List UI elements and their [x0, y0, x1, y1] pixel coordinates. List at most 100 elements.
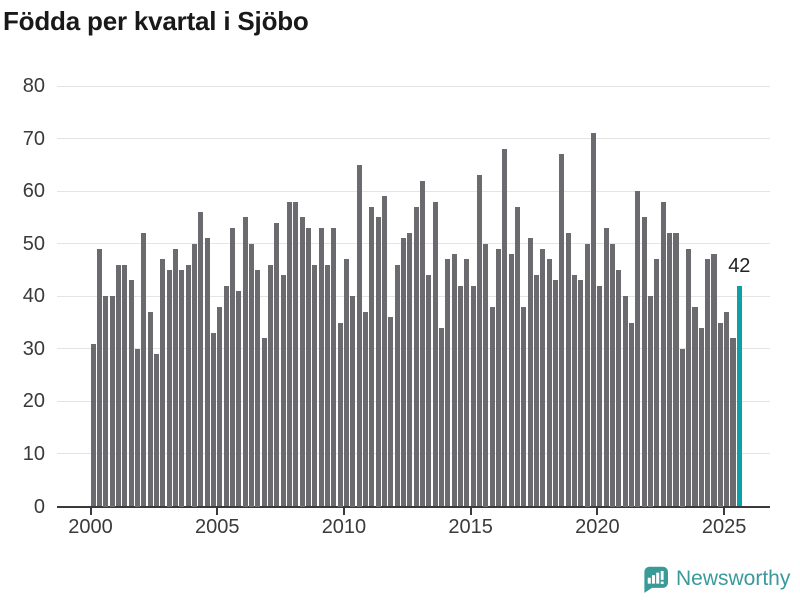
bar: [432, 201, 438, 507]
y-tick-label: 30: [22, 337, 45, 360]
bar: [660, 201, 666, 507]
bar: [502, 149, 508, 507]
bar: [160, 259, 166, 507]
bar: [210, 333, 216, 507]
bar: [388, 317, 394, 507]
bar: [717, 322, 723, 507]
bar: [128, 280, 134, 507]
bar: [191, 243, 197, 507]
bar: [534, 275, 540, 507]
bar: [673, 233, 679, 507]
y-tick-label: 70: [22, 127, 45, 150]
bar: [331, 227, 337, 507]
bar: [166, 269, 172, 507]
highlighted-bar: [736, 285, 742, 507]
bar: [198, 212, 204, 507]
bar: [337, 322, 343, 507]
x-tick-label: 2000: [68, 516, 113, 538]
newsworthy-logo-icon: [644, 566, 668, 593]
bar: [413, 206, 419, 507]
y-tick-label: 0: [33, 495, 45, 518]
bar: [686, 248, 692, 507]
highlight-value-label: 42: [728, 254, 751, 277]
bar: [299, 217, 305, 507]
bar: [635, 191, 641, 507]
bar: [134, 348, 140, 507]
gridline: [57, 295, 770, 297]
bar: [223, 285, 229, 507]
bar: [400, 238, 407, 507]
x-tick-label: 2010: [321, 516, 367, 538]
bar: [267, 264, 273, 507]
bar: [711, 254, 717, 507]
bar: [457, 285, 464, 507]
bar: [654, 259, 660, 507]
bar: [185, 264, 191, 507]
y-tick-label: 40: [22, 285, 45, 308]
bar: [305, 227, 312, 507]
bar: [527, 238, 533, 507]
bar: [616, 269, 622, 507]
y-tick-label: 80: [22, 75, 45, 97]
bar: [515, 206, 521, 507]
bar: [419, 180, 426, 507]
x-tick-label: 2020: [575, 516, 620, 538]
bar: [489, 306, 495, 507]
gridline: [57, 85, 770, 87]
x-axis-tick: [89, 508, 92, 515]
bar: [559, 154, 565, 507]
bar-chart-plot: 2000 2005 2010 2015 2020 2025: [57, 85, 770, 538]
bar: [109, 296, 115, 507]
gridline: [57, 138, 770, 140]
x-axis-tick: [469, 508, 472, 515]
bar: [508, 254, 514, 507]
chart-title: Födda per kvartal i Sjöbo: [3, 6, 309, 36]
x-axis-tick: [723, 508, 726, 515]
bar: [248, 243, 254, 507]
brand-footer: Newsworthy: [641, 565, 790, 593]
bar: [369, 206, 375, 507]
gridline: [57, 453, 770, 455]
bar: [381, 196, 388, 507]
bar: [724, 312, 730, 507]
y-axis: 0 10 20 30 40 50 60 70 80: [0, 75, 45, 518]
bar: [362, 312, 369, 507]
bar: [172, 248, 178, 507]
bar: [293, 201, 299, 507]
bar: [147, 312, 153, 507]
bar: [483, 243, 489, 507]
bar: [350, 296, 356, 507]
bar: [394, 264, 400, 507]
bar: [705, 259, 711, 507]
bar: [445, 259, 451, 507]
bar: [286, 201, 292, 507]
bar: [261, 338, 267, 507]
y-tick-label: 10: [22, 442, 45, 465]
bar: [622, 296, 628, 507]
bar: [255, 269, 261, 507]
bar: [274, 222, 280, 507]
bar: [597, 285, 603, 507]
x-tick-label: 2015: [448, 516, 493, 538]
bar: [153, 354, 159, 507]
y-tick-label: 60: [22, 180, 45, 203]
bar: [521, 306, 527, 507]
bar: [115, 264, 121, 507]
bar: [584, 243, 590, 507]
bar: [591, 133, 597, 507]
gridline: [57, 348, 770, 350]
bar: [103, 296, 109, 507]
bar: [204, 238, 210, 507]
bar: [356, 164, 362, 507]
bar: [280, 275, 286, 507]
bar: [470, 285, 476, 507]
x-tick-label: 2005: [194, 516, 240, 538]
bar: [667, 233, 673, 507]
x-axis-tick: [596, 508, 599, 515]
bar: [324, 264, 331, 507]
bar: [540, 248, 546, 507]
bar: [679, 348, 685, 507]
bar: [217, 306, 223, 507]
bar: [426, 275, 432, 507]
